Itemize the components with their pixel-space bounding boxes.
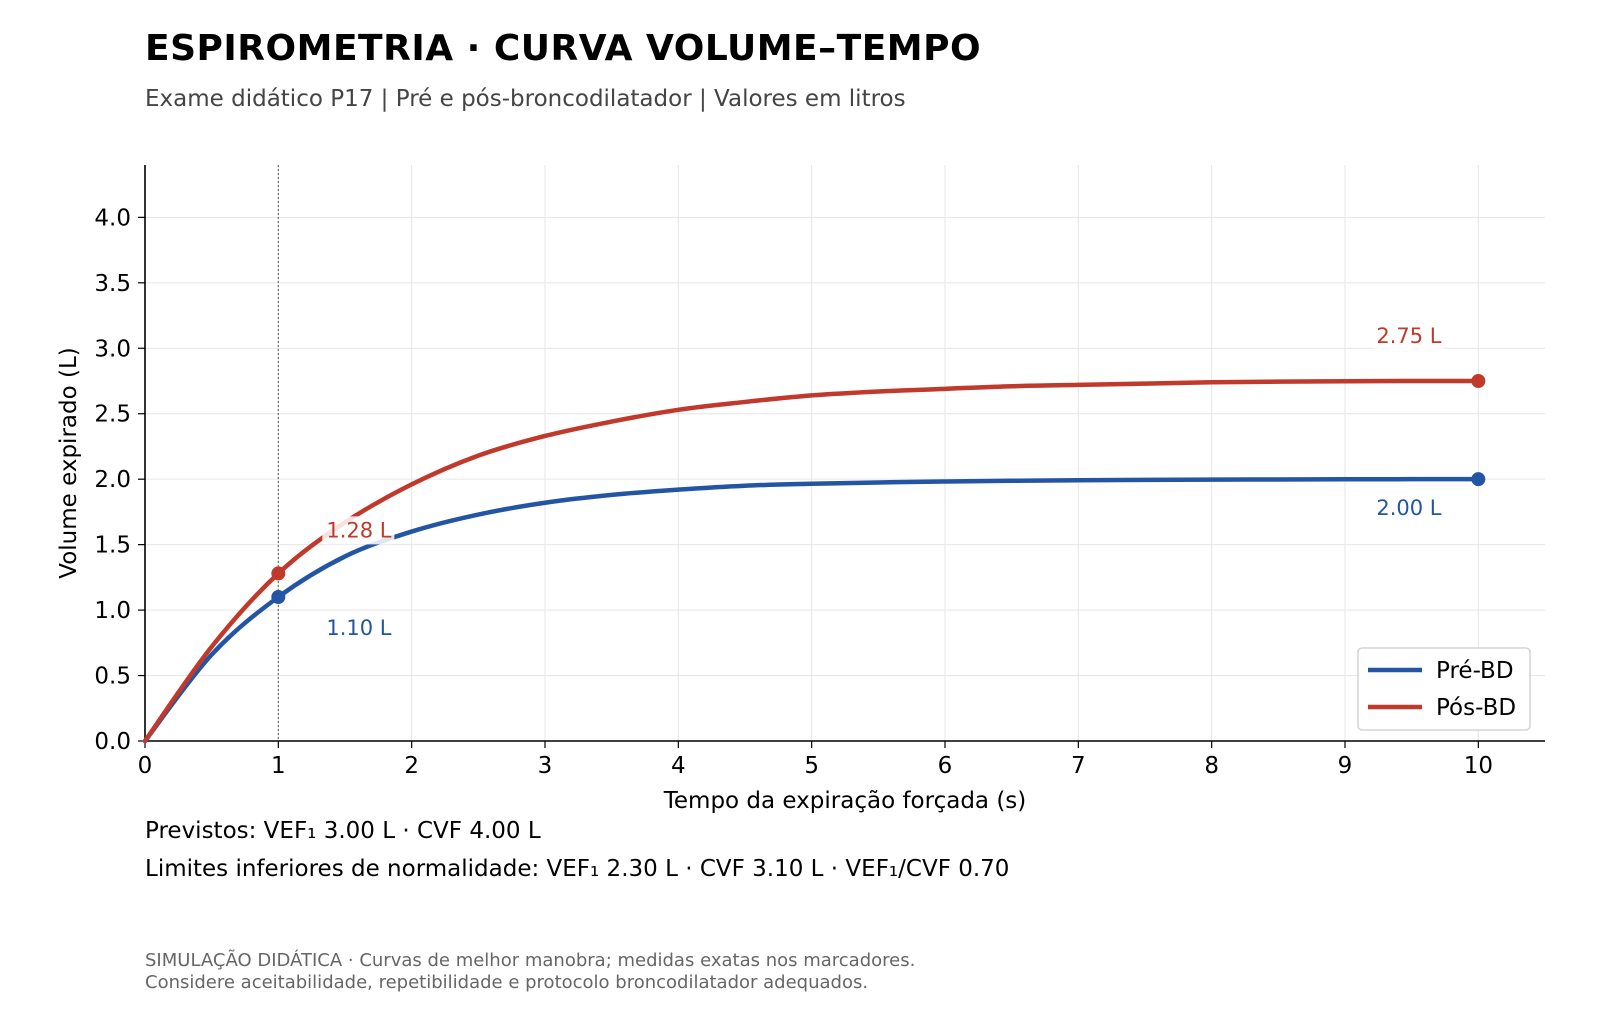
normal-limits-note: Limites inferiores de normalidade: VEF₁ … bbox=[145, 856, 1010, 882]
y-tick-label: 1.0 bbox=[94, 598, 131, 624]
y-tick-label: 0.0 bbox=[94, 729, 131, 755]
axes: 0 1 2 3 4 5 6 7 8 9 10 0.0 0.5 1.0 1.5 2.0 2.5 3.0 3.5 4.0 T… bbox=[56, 165, 1545, 814]
data-label-pr-bd: 1.10 L bbox=[326, 616, 391, 640]
x-tick-label: 1 bbox=[271, 753, 286, 779]
x-tick-label: 9 bbox=[1338, 753, 1353, 779]
x-tick-label: 2 bbox=[404, 753, 419, 779]
grid bbox=[144, 165, 1545, 742]
y-tick-label: 4.0 bbox=[94, 205, 131, 231]
chart-title: ESPIROMETRIA · CURVA VOLUME–TEMPO bbox=[145, 28, 982, 69]
data-label-bg bbox=[1372, 494, 1445, 523]
y-tick-label: 2.5 bbox=[94, 402, 131, 428]
data-point-p-s-bd bbox=[1471, 374, 1486, 388]
series-line-pr-bd bbox=[142, 476, 1481, 744]
footer-disclaimer-line2: Considere aceitabilidade, repetibilidade… bbox=[145, 972, 869, 993]
legend-label-p-s-bd: Pós-BD bbox=[1436, 695, 1516, 721]
y-tick-label: 1.5 bbox=[94, 533, 131, 559]
x-tick-label: 3 bbox=[538, 753, 553, 779]
data-labels: 1.10 L 2.00 L 1.28 L 2.75 L bbox=[322, 322, 1445, 642]
y-tick-label: 2.0 bbox=[94, 467, 131, 493]
data-label-bg bbox=[322, 516, 395, 545]
legend-label-pr-bd: Pré-BD bbox=[1436, 658, 1514, 684]
y-tick-label: 3.5 bbox=[94, 271, 131, 297]
data-label-bg bbox=[322, 614, 395, 642]
x-tick-label: 4 bbox=[671, 753, 686, 779]
x-tick-label: 5 bbox=[804, 753, 819, 779]
y-tick-label: 3.0 bbox=[94, 336, 131, 362]
data-label-pr-bd: 2.00 L bbox=[1376, 496, 1441, 520]
x-tick-label: 7 bbox=[1071, 753, 1086, 779]
data-label-p-s-bd: 1.28 L bbox=[326, 518, 391, 542]
legend: Pré-BD Pós-BD bbox=[1357, 647, 1531, 731]
chart-subtitle: Exame didático P17 | Pré e pós-broncodil… bbox=[145, 86, 906, 112]
x-tick-label: 8 bbox=[1204, 753, 1219, 779]
data-point-pr-bd bbox=[271, 590, 286, 604]
predicted-values-note: Previstos: VEF₁ 3.00 L · CVF 4.00 L bbox=[145, 818, 541, 844]
y-tick-label: 0.5 bbox=[94, 664, 131, 690]
y-axis-label: Volume expirado (L) bbox=[56, 347, 82, 579]
data-label-p-s-bd: 2.75 L bbox=[1376, 324, 1441, 348]
x-tick-label: 0 bbox=[138, 753, 153, 779]
footer-disclaimer-line1: SIMULAÇÃO DIDÁTICA · Curvas de melhor ma… bbox=[145, 950, 916, 971]
data-point-p-s-bd bbox=[271, 566, 286, 581]
series-layer bbox=[142, 374, 1486, 744]
x-tick-label: 10 bbox=[1464, 753, 1493, 779]
x-axis-label: Tempo da expiração forçada (s) bbox=[663, 788, 1027, 814]
x-tick-label: 6 bbox=[938, 753, 953, 779]
data-point-pr-bd bbox=[1471, 472, 1486, 487]
data-label-bg bbox=[1372, 322, 1445, 350]
